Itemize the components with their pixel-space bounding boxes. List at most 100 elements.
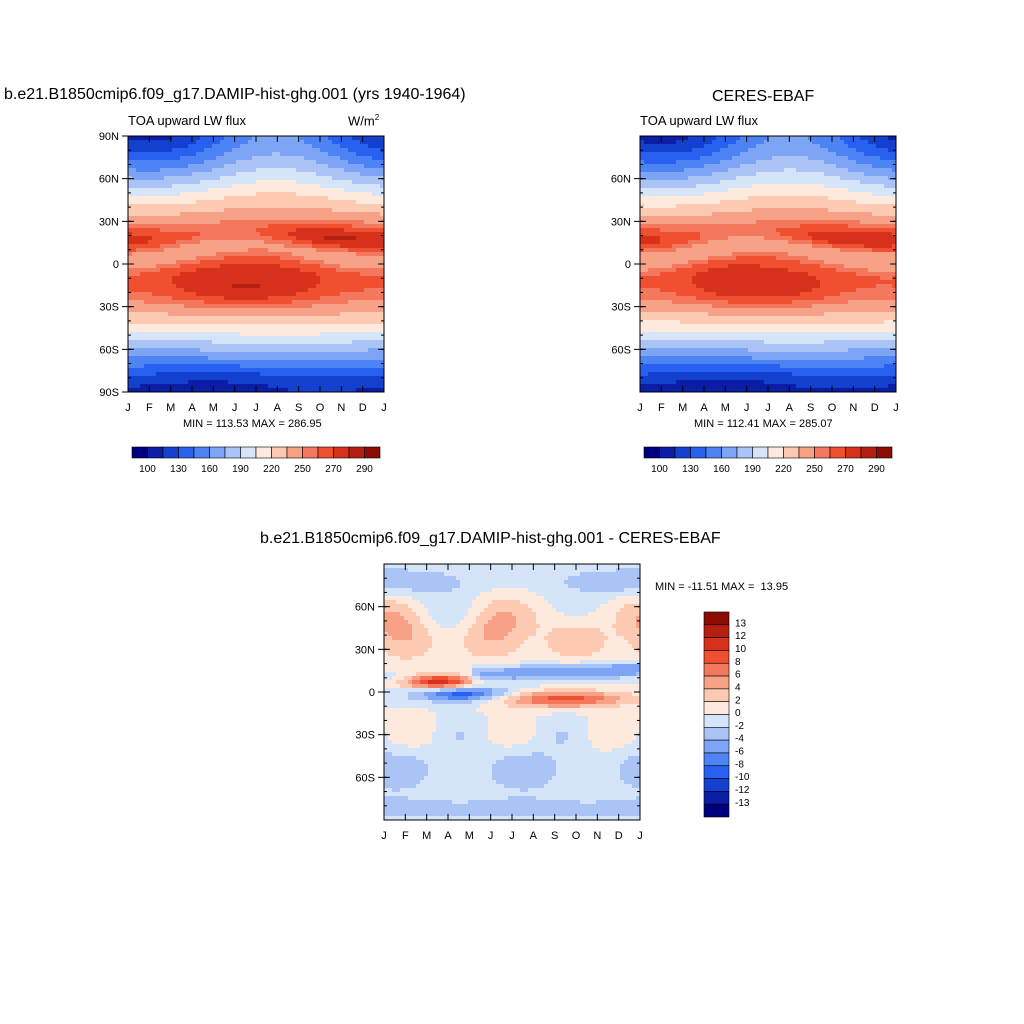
field-cell bbox=[356, 236, 361, 241]
field-cell bbox=[232, 160, 237, 165]
field-cell bbox=[792, 152, 797, 157]
field-cell bbox=[380, 248, 384, 253]
field-cell bbox=[208, 200, 213, 205]
field-cell bbox=[252, 360, 257, 365]
field-cell bbox=[308, 224, 313, 229]
field-cell bbox=[132, 388, 137, 392]
field-cell bbox=[336, 216, 341, 221]
field-cell bbox=[200, 252, 205, 257]
field-cell bbox=[272, 356, 277, 361]
field-cell bbox=[252, 224, 257, 229]
field-cell bbox=[328, 380, 333, 385]
field-cell bbox=[268, 388, 273, 392]
field-cell bbox=[360, 244, 365, 249]
field-cell bbox=[168, 232, 173, 237]
field-cell bbox=[136, 312, 141, 317]
field-cell bbox=[280, 376, 285, 381]
field-cell bbox=[204, 376, 209, 381]
field-cell bbox=[228, 188, 233, 193]
field-cell bbox=[224, 232, 229, 237]
field-cell bbox=[256, 176, 261, 181]
field-cell bbox=[308, 376, 313, 381]
field-cell bbox=[252, 176, 257, 181]
field-cell bbox=[264, 160, 269, 165]
field-cell bbox=[208, 208, 213, 213]
field-cell bbox=[348, 288, 353, 293]
field-cell bbox=[268, 224, 273, 229]
field-cell bbox=[240, 292, 245, 297]
field-cell bbox=[664, 140, 669, 145]
field-cell bbox=[288, 372, 293, 377]
field-cell bbox=[704, 168, 709, 173]
field-cell bbox=[296, 320, 301, 325]
field-cell bbox=[152, 268, 157, 273]
field-cell bbox=[196, 248, 201, 253]
field-cell bbox=[376, 380, 381, 385]
field-cell bbox=[296, 256, 301, 261]
field-cell bbox=[256, 188, 261, 193]
field-cell bbox=[784, 140, 789, 145]
field-cell bbox=[756, 144, 761, 149]
field-cell bbox=[780, 168, 785, 173]
field-cell bbox=[180, 204, 185, 209]
field-cell bbox=[344, 212, 349, 217]
field-cell bbox=[152, 292, 157, 297]
field-cell bbox=[160, 324, 165, 329]
field-cell bbox=[760, 176, 765, 181]
field-cell bbox=[152, 388, 157, 392]
field-cell bbox=[856, 168, 861, 173]
field-cell bbox=[316, 216, 321, 221]
field-cell bbox=[216, 324, 221, 329]
field-cell bbox=[216, 284, 221, 289]
field-cell bbox=[128, 268, 133, 273]
field-cell bbox=[128, 224, 133, 229]
field-cell bbox=[164, 240, 169, 245]
field-cell bbox=[224, 344, 229, 349]
field-cell bbox=[356, 268, 361, 273]
field-cell bbox=[140, 348, 145, 353]
field-cell bbox=[164, 184, 169, 189]
field-cell bbox=[188, 388, 193, 392]
field-cell bbox=[308, 152, 313, 157]
field-cell bbox=[132, 240, 137, 245]
field-cell bbox=[276, 184, 281, 189]
field-cell bbox=[240, 308, 245, 313]
field-cell bbox=[792, 172, 797, 177]
field-cell bbox=[172, 320, 177, 325]
field-cell bbox=[240, 388, 245, 392]
field-cell bbox=[196, 304, 201, 309]
field-cell bbox=[212, 240, 217, 245]
field-cell bbox=[256, 224, 261, 229]
x-tick-label: M bbox=[209, 402, 218, 414]
field-cell bbox=[168, 208, 173, 213]
field-cell bbox=[156, 312, 161, 317]
field-cell bbox=[136, 216, 141, 221]
field-cell bbox=[268, 200, 273, 205]
field-cell bbox=[224, 376, 229, 381]
field-cell bbox=[288, 228, 293, 233]
field-cell bbox=[356, 368, 361, 373]
field-cell bbox=[204, 352, 209, 357]
field-cell bbox=[296, 288, 301, 293]
field-cell bbox=[192, 300, 197, 305]
field-cell bbox=[356, 300, 361, 305]
field-cell bbox=[148, 304, 153, 309]
field-cell bbox=[164, 284, 169, 289]
field-cell bbox=[812, 140, 817, 145]
field-cell bbox=[884, 180, 889, 185]
field-cell bbox=[152, 384, 157, 389]
field-cell bbox=[212, 188, 217, 193]
field-cell bbox=[260, 292, 265, 297]
field-cell bbox=[368, 148, 373, 153]
field-cell bbox=[332, 264, 337, 269]
field-cell bbox=[184, 380, 189, 385]
field-cell bbox=[220, 340, 225, 345]
field-cell bbox=[812, 164, 817, 169]
field-cell bbox=[156, 284, 161, 289]
field-cell bbox=[172, 384, 177, 389]
field-cell bbox=[876, 156, 881, 161]
field-cell bbox=[288, 260, 293, 265]
field-cell bbox=[204, 192, 209, 197]
field-cell bbox=[204, 332, 209, 337]
field-cell bbox=[752, 164, 757, 169]
